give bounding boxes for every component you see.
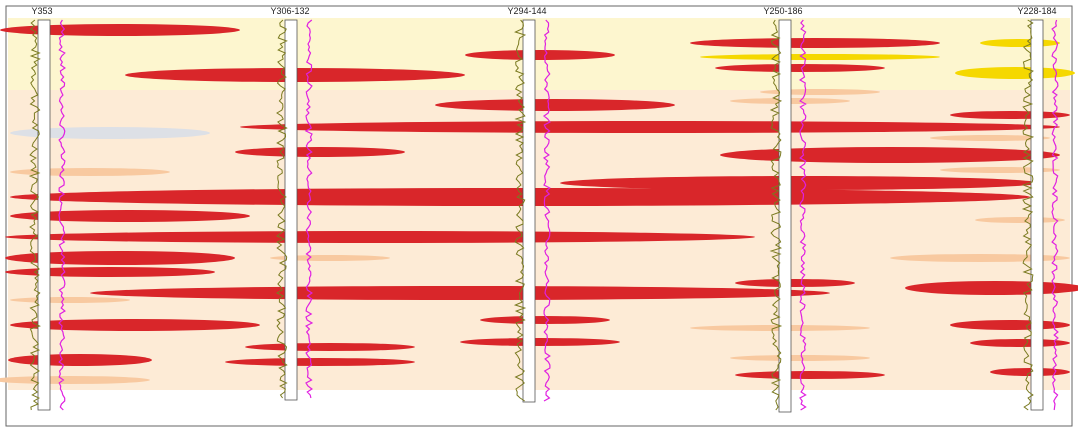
well-label: Y306-132 [270, 6, 309, 16]
well-label: Y228-184 [1017, 6, 1056, 16]
well-label: Y353 [31, 6, 52, 16]
well-label: Y250-186 [763, 6, 802, 16]
well-label: Y294-144 [507, 6, 546, 16]
well-track [523, 20, 535, 402]
well-track [38, 20, 50, 410]
well-track [1031, 20, 1043, 410]
cross-section: Y353 Y306-132 Y294-144 Y250-186 Y228-184 [0, 0, 1078, 431]
